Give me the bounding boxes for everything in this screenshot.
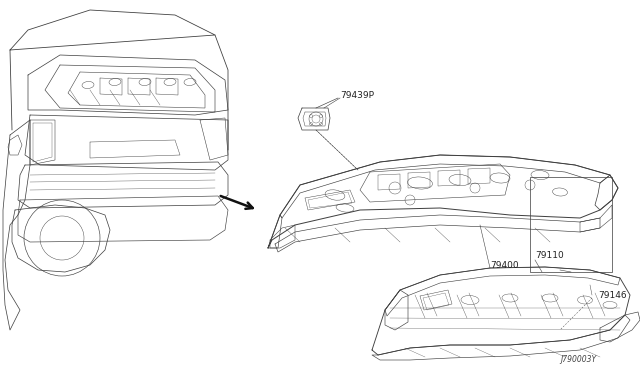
Text: 79146: 79146 bbox=[598, 291, 627, 299]
Text: 79439P: 79439P bbox=[340, 90, 374, 99]
Text: 79110: 79110 bbox=[535, 250, 564, 260]
Text: J790003Y: J790003Y bbox=[560, 356, 596, 365]
Text: 79400: 79400 bbox=[490, 260, 518, 269]
Bar bbox=[530, 177, 612, 272]
